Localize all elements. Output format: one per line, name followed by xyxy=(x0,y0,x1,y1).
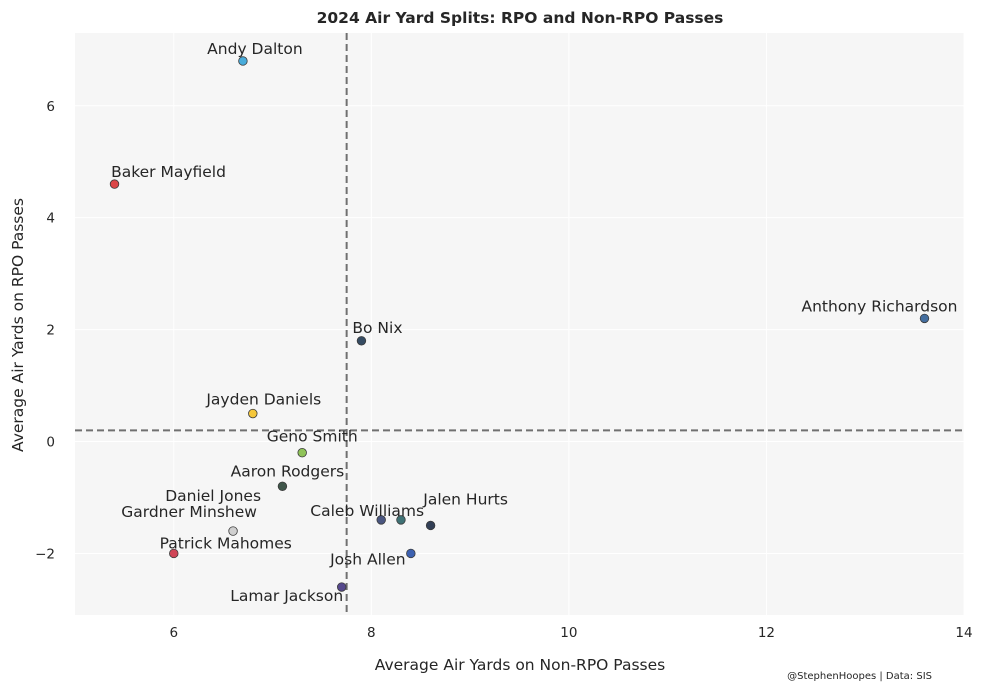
point-labels: Andy Dalton Baker Mayfield Anthony Richard… xyxy=(111,40,957,605)
y-tick-label: −2 xyxy=(35,546,55,562)
data-points xyxy=(109,56,930,592)
y-tick-label: 4 xyxy=(46,211,55,227)
data-point-aaron-rodgers xyxy=(277,481,288,491)
point-label-daniel-jones: Daniel Jones xyxy=(165,487,261,505)
x-axis-label: Average Air Yards on Non-RPO Passes xyxy=(375,656,665,674)
data-point-caleb-williams xyxy=(376,515,386,525)
data-point-lamar-jackson xyxy=(337,582,347,592)
tick-labels: 6 8 10 12 14 −2 0 2 4 6 xyxy=(35,99,973,641)
point-label-patrick-mahomes: Patrick Mahomes xyxy=(160,534,292,552)
data-point-baker-mayfield xyxy=(109,179,120,189)
data-point-bo-nix xyxy=(356,336,367,346)
point-label-baker-mayfield: Baker Mayfield xyxy=(111,163,226,181)
data-point-gardner-minshew xyxy=(396,515,406,525)
point-label-lamar-jackson: Lamar Jackson xyxy=(230,587,343,605)
y-tick-label: 6 xyxy=(46,99,55,115)
y-tick-label: 0 xyxy=(46,435,55,451)
data-point-andy-dalton xyxy=(238,56,248,66)
point-label-josh-allen: Josh Allen xyxy=(329,550,405,568)
point-label-aaron-rodgers: Aaron Rodgers xyxy=(231,462,345,480)
point-label-gardner-minshew: Gardner Minshew xyxy=(121,503,257,521)
x-tick-label: 10 xyxy=(560,625,577,641)
chart-title: 2024 Air Yard Splits: RPO and Non-RPO Pa… xyxy=(317,9,724,27)
point-label-anthony-richardson: Anthony Richardson xyxy=(801,297,957,315)
point-label-bo-nix: Bo Nix xyxy=(352,319,402,337)
credit-text: @StephenHoopes | Data: SIS xyxy=(787,671,932,682)
data-point-geno-smith xyxy=(297,448,307,458)
x-tick-label: 6 xyxy=(169,625,178,641)
point-label-geno-smith: Geno Smith xyxy=(267,428,358,446)
y-axis-label: Average Air Yards on RPO Passes xyxy=(9,198,27,452)
point-label-jayden-daniels: Jayden Daniels xyxy=(205,391,321,409)
x-tick-label: 12 xyxy=(758,625,775,641)
y-tick-label: 2 xyxy=(46,323,55,339)
data-point-daniel-jones xyxy=(228,526,238,536)
point-label-jalen-hurts: Jalen Hurts xyxy=(422,490,508,508)
grid-lines xyxy=(75,33,965,615)
data-point-josh-allen xyxy=(406,548,416,559)
plot-background xyxy=(75,33,964,615)
x-tick-label: 8 xyxy=(367,625,376,641)
reference-lines xyxy=(75,33,964,615)
x-tick-label: 14 xyxy=(955,625,972,641)
point-label-andy-dalton: Andy Dalton xyxy=(207,40,303,58)
point-label-caleb-williams: Caleb Williams xyxy=(310,502,424,520)
data-point-patrick-mahomes xyxy=(169,548,179,559)
data-point-jalen-hurts xyxy=(425,520,436,531)
data-point-jayden-daniels xyxy=(248,408,258,419)
data-point-anthony-richardson xyxy=(919,313,930,324)
